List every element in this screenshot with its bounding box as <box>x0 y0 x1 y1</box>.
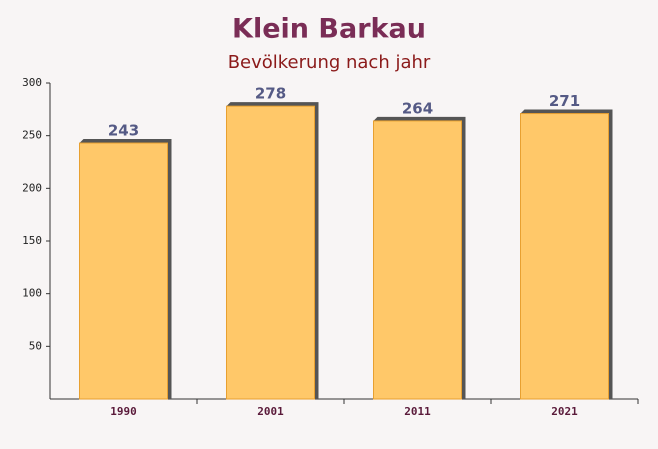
chart-title: Klein Barkau <box>232 14 426 45</box>
y-tick-label: 100 <box>22 287 42 300</box>
value-label: 243 <box>108 122 139 140</box>
value-label: 271 <box>549 92 580 110</box>
bar <box>520 113 609 400</box>
y-tick-label: 300 <box>22 76 42 89</box>
x-tick-label: 2001 <box>257 405 284 418</box>
bar <box>373 120 462 400</box>
y-tick-label: 150 <box>22 234 42 247</box>
value-label: 278 <box>255 85 286 103</box>
y-tick-label: 250 <box>22 129 42 142</box>
x-tick-label: 1990 <box>110 405 137 418</box>
chart-subtitle: Bevölkerung nach jahr <box>228 52 431 73</box>
bar <box>79 142 168 400</box>
x-tick-label: 2021 <box>551 405 578 418</box>
bar <box>226 105 315 400</box>
y-tick-label: 50 <box>29 339 42 352</box>
y-tick-label: 200 <box>22 181 42 194</box>
x-tick-label: 2011 <box>404 405 431 418</box>
value-label: 264 <box>402 99 433 117</box>
